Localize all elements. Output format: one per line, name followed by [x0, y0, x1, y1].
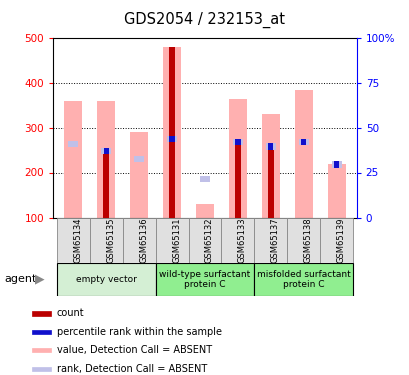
Bar: [103, 151, 109, 217]
Text: agent: agent: [4, 274, 36, 284]
Bar: [265, 143, 275, 150]
Bar: [56, 262, 155, 296]
Bar: [169, 136, 174, 142]
Bar: [234, 144, 240, 218]
Bar: [331, 161, 341, 168]
Bar: [301, 139, 306, 145]
Bar: [169, 46, 175, 217]
Bar: [32, 311, 51, 316]
Bar: [196, 204, 213, 218]
Text: value, Detection Call = ABSENT: value, Detection Call = ABSENT: [56, 345, 211, 355]
Bar: [320, 217, 353, 262]
Text: GDS2054 / 232153_at: GDS2054 / 232153_at: [124, 12, 285, 28]
Text: percentile rank within the sample: percentile rank within the sample: [56, 327, 221, 337]
Text: ▶: ▶: [35, 273, 44, 286]
Text: GSM65134: GSM65134: [73, 217, 82, 263]
Bar: [155, 217, 188, 262]
Text: GSM65138: GSM65138: [303, 217, 312, 263]
Text: GSM65135: GSM65135: [106, 217, 115, 263]
Bar: [103, 148, 108, 154]
Bar: [162, 46, 181, 217]
Bar: [32, 330, 51, 334]
Text: GSM65139: GSM65139: [336, 217, 345, 263]
Bar: [294, 90, 312, 218]
Bar: [89, 217, 122, 262]
Text: count: count: [56, 309, 84, 318]
Bar: [233, 139, 242, 145]
Bar: [334, 161, 339, 168]
Bar: [261, 114, 279, 218]
Text: GSM65137: GSM65137: [270, 217, 279, 263]
Text: GSM65131: GSM65131: [172, 217, 181, 263]
Bar: [254, 262, 353, 296]
Bar: [188, 217, 221, 262]
Bar: [56, 217, 89, 262]
Bar: [68, 141, 78, 147]
Bar: [32, 348, 51, 352]
Text: GSM65133: GSM65133: [237, 217, 246, 263]
Bar: [221, 217, 254, 262]
Bar: [299, 139, 308, 145]
Bar: [122, 217, 155, 262]
Bar: [287, 217, 320, 262]
Bar: [97, 101, 115, 217]
Bar: [167, 136, 176, 142]
Bar: [200, 176, 209, 182]
Text: empty vector: empty vector: [75, 275, 136, 284]
Bar: [101, 148, 110, 154]
Bar: [267, 146, 273, 218]
Text: rank, Detection Call = ABSENT: rank, Detection Call = ABSENT: [56, 364, 206, 374]
Bar: [134, 156, 144, 162]
Text: GSM65136: GSM65136: [139, 217, 148, 263]
Bar: [327, 164, 345, 218]
Text: GSM65132: GSM65132: [204, 217, 213, 263]
Bar: [228, 99, 247, 218]
Text: misfolded surfactant
protein C: misfolded surfactant protein C: [256, 270, 350, 289]
Bar: [155, 262, 254, 296]
Bar: [254, 217, 287, 262]
Bar: [130, 132, 148, 218]
Text: wild-type surfactant
protein C: wild-type surfactant protein C: [159, 270, 250, 289]
Bar: [235, 139, 240, 145]
Bar: [268, 143, 273, 150]
Bar: [32, 367, 51, 371]
Bar: [64, 100, 82, 218]
